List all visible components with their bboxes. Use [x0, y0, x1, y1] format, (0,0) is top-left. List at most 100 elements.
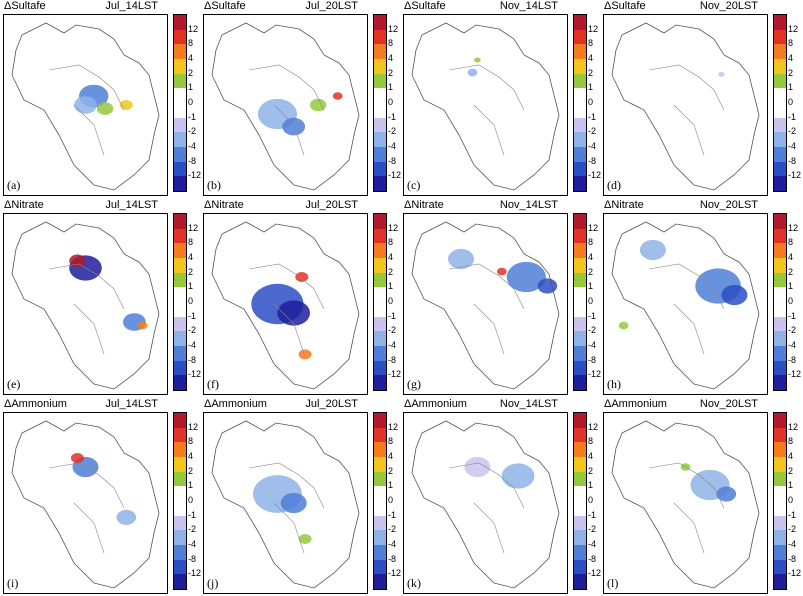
colorbar-tick-label: -8 [788, 553, 797, 564]
colorbar-segment [174, 88, 186, 103]
colorbar-tick-label: -1 [588, 509, 597, 520]
colorbar-tick-label: 12 [788, 421, 799, 432]
colorbar-segment [574, 346, 586, 361]
colorbar-tick-label: -8 [588, 354, 597, 365]
colorbar-segment [574, 331, 586, 346]
colorbar-tick-label: 8 [188, 436, 194, 447]
colorbar-tick-label: -2 [788, 126, 797, 137]
colorbar-tick-label: -4 [188, 340, 197, 350]
concentration-patch [137, 321, 148, 330]
region-boundary [611, 420, 760, 589]
colorbar-segment [174, 73, 186, 89]
colorbar-tick-label: -1 [388, 111, 397, 122]
concentration-patch [96, 102, 114, 115]
panel-species-title: ΔSultafe [204, 0, 246, 12]
colorbar-tick-label: 4 [388, 53, 394, 63]
colorbar-segment [374, 427, 386, 443]
colorbar-tick-label: 0 [388, 97, 394, 107]
colorbar-tick-label: 1 [788, 480, 794, 491]
colorbar-segment [774, 574, 786, 589]
map-frame: (e) [3, 213, 168, 395]
colorbar-segment [174, 59, 186, 74]
colorbar-tick-label: 2 [388, 266, 394, 277]
colorbar-segment [374, 413, 386, 428]
colorbar-segment [774, 44, 786, 59]
colorbar-segment [174, 559, 186, 575]
concentration-patch [298, 349, 312, 360]
region-boundary [11, 22, 160, 191]
colorbar-segment [374, 360, 386, 376]
panel-species-title: ΔNitrate [204, 199, 244, 211]
colorbar-segment [774, 375, 786, 390]
region-boundary [211, 420, 360, 589]
map-frame: (f) [203, 213, 368, 395]
colorbar-tick-label: 2 [588, 67, 594, 78]
colorbar-tick-label: 8 [588, 436, 594, 447]
colorbar-segment [174, 375, 186, 390]
colorbar-segment [174, 258, 186, 273]
map-plot [611, 221, 760, 390]
colorbar-segment [574, 44, 586, 59]
colorbar-tick-label: -1 [788, 111, 797, 122]
concentration-patch [295, 272, 309, 282]
colorbar-segment [774, 545, 786, 560]
colorbar-segment [174, 360, 186, 376]
colorbar-segment [574, 161, 586, 177]
panel-species-title: ΔNitrate [4, 199, 44, 211]
colorbar-segment [574, 147, 586, 162]
internal-boundary [48, 263, 125, 355]
concentration-patch [506, 261, 546, 293]
colorbar-segment [374, 302, 386, 317]
colorbar-tick-label: 1 [588, 281, 594, 292]
colorbar-segment [574, 360, 586, 376]
colorbar-segment [574, 243, 586, 258]
colorbar-segment [774, 457, 786, 472]
colorbar-tick-label: 1 [788, 281, 794, 292]
colorbar-segment [774, 243, 786, 258]
colorbar-segment [574, 501, 586, 516]
internal-boundary [448, 64, 525, 156]
colorbar-segment [774, 228, 786, 244]
colorbar-segment [574, 574, 586, 589]
colorbar-tick-label: 4 [788, 53, 794, 63]
concentration-patch [467, 68, 478, 77]
panel-species-title: ΔAmmonium [604, 398, 667, 410]
map-plot [11, 22, 160, 191]
colorbar-segment [574, 176, 586, 191]
colorbar-segment [374, 346, 386, 361]
colorbar-segment [774, 530, 786, 545]
map-frame: (l) [603, 412, 768, 594]
colorbar-tick-label: -12 [188, 170, 202, 181]
colorbar-tick-label: -2 [788, 524, 797, 535]
region-boundary [11, 420, 160, 589]
colorbar-tick-label: 1 [588, 82, 594, 93]
panel-time-title: Jul_14LST [105, 199, 158, 211]
colorbar-tick-label: -8 [588, 155, 597, 166]
colorbar-segment [574, 457, 586, 472]
map-plot [611, 22, 760, 191]
map-panel: ΔAmmonium Nov_20LST (l) 12 8 4 2 1 0 -1 -2 -4 -8 -12 [600, 398, 801, 596]
colorbar [373, 213, 387, 391]
colorbar-segment [174, 147, 186, 162]
map-panel: ΔSultafe Jul_20LST (b) 12 8 4 2 1 0 -1 -2 -4 -8 -12 [200, 0, 401, 198]
colorbar-tick-label: 8 [188, 38, 194, 49]
colorbar-tick-label: -12 [188, 568, 202, 579]
colorbar-segment [574, 375, 586, 390]
colorbar-segment [174, 471, 186, 487]
panel-label: (j) [207, 576, 219, 590]
colorbar-segment [374, 287, 386, 302]
colorbar-tick-label: 0 [388, 296, 394, 306]
colorbar-segment [374, 29, 386, 45]
colorbar-segment [174, 243, 186, 258]
colorbar-segment [574, 73, 586, 89]
colorbar-segment [374, 161, 386, 177]
colorbar-tick-label: 8 [788, 436, 794, 447]
colorbar-tick-label: -12 [588, 568, 602, 579]
colorbar [173, 14, 187, 192]
colorbar-tick-label: 1 [388, 281, 394, 292]
colorbar-tick-label: 12 [188, 421, 199, 432]
colorbar-tick-label: -8 [388, 354, 397, 365]
colorbar-segment [174, 545, 186, 560]
concentration-patch [496, 267, 507, 276]
